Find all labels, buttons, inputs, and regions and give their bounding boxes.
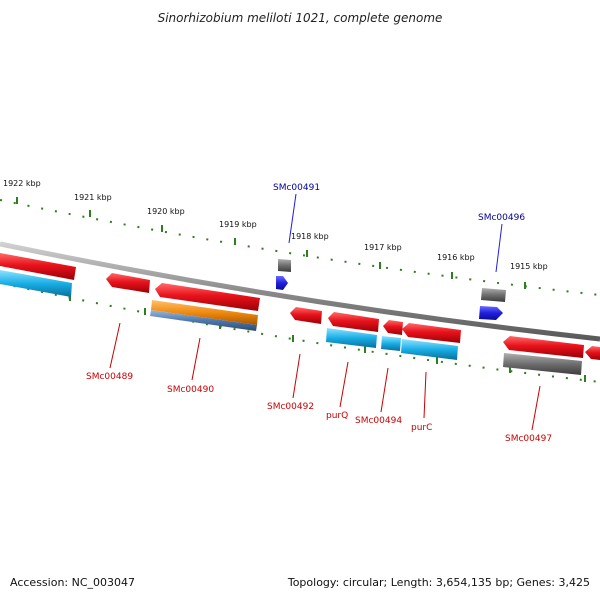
- gene-labels: SMc00491 SMc00496 SMc00489 SMc00490 SMc0…: [86, 183, 552, 444]
- feature-left-cyan[interactable]: [0, 270, 72, 297]
- gene-label-smc00490[interactable]: SMc00490: [167, 385, 214, 395]
- gene-label-smc00494[interactable]: SMc00494: [355, 416, 402, 426]
- gene-smc00490[interactable]: [155, 283, 260, 311]
- inner-ruler: [0, 282, 600, 383]
- kbp-labels: 1922 kbp 1921 kbp 1920 kbp 1919 kbp 1918…: [3, 179, 548, 271]
- kbp-label: 1917 kbp: [364, 243, 402, 252]
- gene-label-smc00489[interactable]: SMc00489: [86, 372, 133, 382]
- kbp-label: 1919 kbp: [219, 220, 257, 229]
- outer-major-ticks: [16, 197, 526, 289]
- genome-backbone: [0, 241, 600, 342]
- feature-smc00490-orange[interactable]: [151, 300, 258, 325]
- gene-label-smc00491[interactable]: SMc00491: [273, 183, 320, 193]
- kbp-label: 1920 kbp: [147, 207, 185, 216]
- kbp-label: 1916 kbp: [437, 253, 475, 262]
- gene-smc00497[interactable]: [503, 336, 584, 358]
- gene-label-smc00497[interactable]: SMc00497: [505, 434, 552, 444]
- feature-track: [0, 270, 582, 375]
- feature-purQ-cyan[interactable]: [326, 328, 377, 348]
- gene-label-smc00492[interactable]: SMc00492: [267, 402, 314, 412]
- gene-label-purq[interactable]: purQ: [326, 411, 348, 421]
- plus-strand-genes: [276, 259, 506, 320]
- feature-purC-cyan[interactable]: [401, 339, 458, 360]
- gene-smc00496-arrow[interactable]: [479, 306, 503, 320]
- kbp-label: 1915 kbp: [510, 262, 548, 271]
- gene-label-purc[interactable]: purC: [411, 423, 432, 433]
- gene-label-smc00496[interactable]: SMc00496: [478, 213, 525, 223]
- minus-strand-genes: [0, 253, 600, 360]
- gene-right-edge[interactable]: [585, 346, 600, 360]
- gene-smc00494[interactable]: [383, 320, 403, 335]
- map-title: Sinorhizobium meliloti 1021, complete ge…: [158, 11, 443, 25]
- accession-text: Accession: NC_003047: [10, 576, 135, 589]
- outer-ruler: [0, 199, 600, 296]
- kbp-label: 1922 kbp: [3, 179, 41, 188]
- kbp-label: 1918 kbp: [291, 232, 329, 241]
- feature-smc00494-cyan[interactable]: [381, 336, 401, 351]
- gene-purQ[interactable]: [328, 312, 379, 332]
- topology-text: Topology: circular; Length: 3,654,135 bp…: [287, 576, 590, 589]
- feature-smc00490-steel[interactable]: [150, 310, 257, 331]
- gene-left-edge[interactable]: [0, 253, 76, 280]
- gene-smc00489[interactable]: [106, 273, 150, 293]
- gene-smc00491-gray[interactable]: [278, 259, 291, 272]
- gene-smc00496-gray[interactable]: [481, 288, 506, 302]
- gene-smc00492[interactable]: [290, 307, 322, 324]
- kbp-label: 1921 kbp: [74, 193, 112, 202]
- feature-smc00497-gray[interactable]: [503, 353, 582, 375]
- gene-smc00491-arrow[interactable]: [276, 276, 288, 290]
- leader-lines: [109, 193, 541, 431]
- gene-purC[interactable]: [402, 323, 461, 343]
